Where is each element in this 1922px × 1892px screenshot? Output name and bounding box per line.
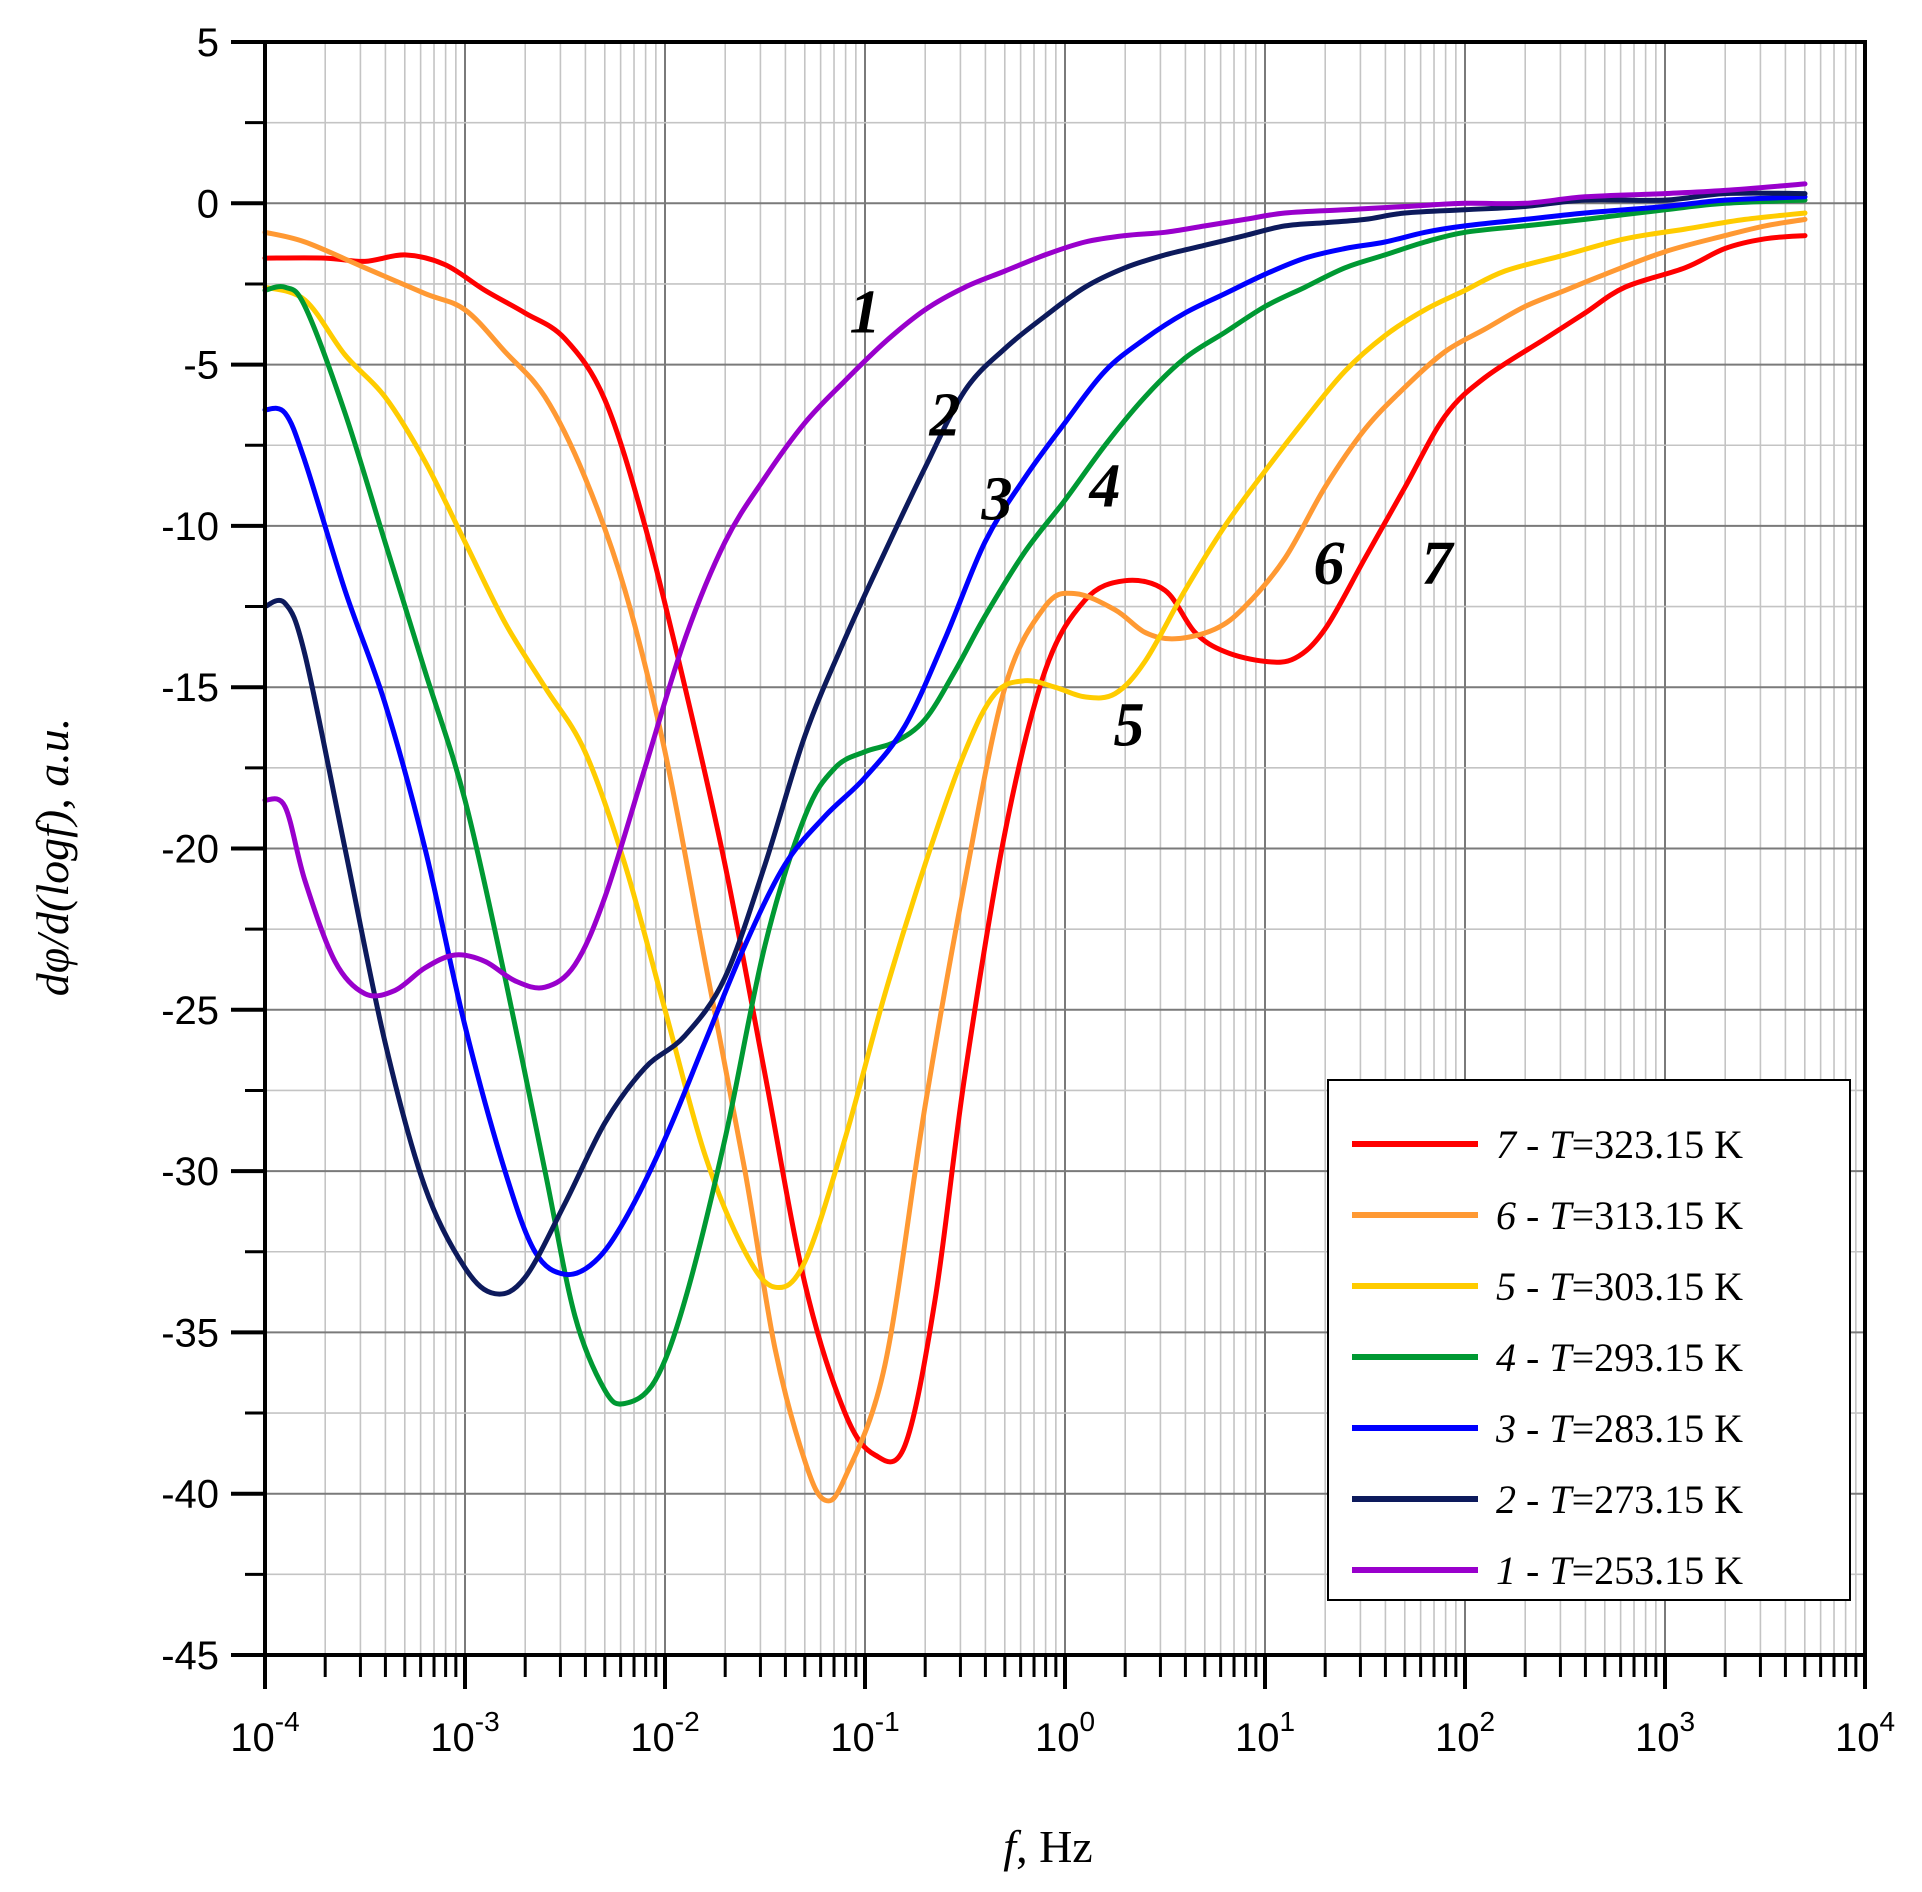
curve-label-5: 5 <box>1114 691 1145 759</box>
y-axis-title: dφ/d(logf), a.u. <box>27 718 78 996</box>
curve-labels: 123 4 5 6 7 <box>850 278 1456 759</box>
series-line-4 <box>262 197 1808 1407</box>
curve-label-7: 7 <box>1422 530 1456 598</box>
legend-label-6: 6 - T=313.15 K <box>1496 1193 1743 1238</box>
x-axis-title: f, Hz <box>1003 1821 1092 1872</box>
y-tick-label: 0 <box>197 182 219 226</box>
curve-label-3: 3 <box>981 465 1013 533</box>
x-axis-title-unit: , Hz <box>1016 1821 1093 1872</box>
series-layer <box>262 181 1808 1504</box>
curve-label-1: 1 <box>850 278 881 346</box>
legend-label-4: 4 - T=293.15 K <box>1496 1335 1743 1380</box>
legend: 7 - T=323.15 K 6 - T=313.15 K 5 - T=303.15… <box>1327 1079 1851 1601</box>
series-line-6 <box>262 216 1808 1504</box>
y-tick-label: -10 <box>161 505 219 549</box>
x-tick-label: 10-4 <box>230 1706 299 1760</box>
y-tick-label: -15 <box>161 666 219 710</box>
x-tick-label: 101 <box>1235 1706 1295 1760</box>
x-tick-label: 10-2 <box>630 1706 699 1760</box>
x-tick-label: 10-3 <box>430 1706 499 1760</box>
legend-label-7: 7 - T=323.15 K <box>1496 1122 1743 1167</box>
series-line-2 <box>262 190 1808 1297</box>
x-tick-label: 10-1 <box>830 1706 899 1760</box>
y-tick-label: -40 <box>161 1473 219 1517</box>
curve-label-6: 6 <box>1314 530 1345 598</box>
series-line-5 <box>262 210 1808 1291</box>
y-tick-label: -5 <box>183 344 219 388</box>
series-line-3 <box>262 194 1808 1278</box>
x-tick-label: 103 <box>1635 1706 1695 1760</box>
y-tick-label: 5 <box>197 21 219 65</box>
axis-titles: f, Hz dφ/d(logf), a.u. <box>27 718 1093 1872</box>
y-tick-label: -25 <box>161 989 219 1033</box>
legend-label-2: 2 - T=273.15 K <box>1496 1477 1743 1522</box>
legend-label-3: 3 - T=283.15 K <box>1495 1406 1743 1451</box>
x-tick-label: 104 <box>1835 1706 1895 1760</box>
x-tick-label: 102 <box>1435 1706 1495 1760</box>
y-tick-label: -20 <box>161 828 219 872</box>
curve-label-2: 2 <box>929 382 961 450</box>
legend-label-1: 1 - T=253.15 K <box>1496 1548 1743 1593</box>
series-line-1 <box>262 181 1808 999</box>
y-tick-label: -30 <box>161 1150 219 1194</box>
x-tick-label: 100 <box>1035 1706 1095 1760</box>
y-tick-label: -45 <box>161 1634 219 1678</box>
legend-box <box>1327 1079 1851 1601</box>
series-line-7 <box>262 233 1808 1465</box>
y-tick-label: -35 <box>161 1311 219 1355</box>
legend-label-5: 5 - T=303.15 K <box>1496 1264 1743 1309</box>
curve-label-4: 4 <box>1089 453 1121 521</box>
